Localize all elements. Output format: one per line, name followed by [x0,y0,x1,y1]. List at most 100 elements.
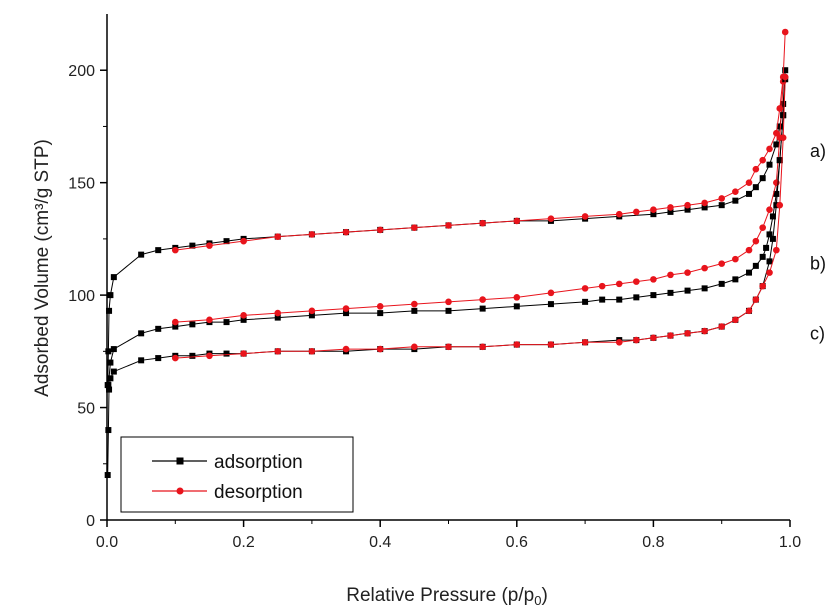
data-point [376,226,384,234]
data-point [581,213,589,220]
data-point [766,161,773,168]
x-axis-title: Relative Pressure (p/p0) [346,585,548,606]
data-point [547,289,555,297]
data-point [684,206,691,213]
data-point [781,73,789,81]
data-point [701,285,708,292]
data-point [223,350,230,357]
legend-box [120,436,354,513]
data-point [274,314,281,321]
data-point [766,206,773,213]
data-point [189,352,196,359]
x-tick-label: 0.2 [232,534,254,551]
data-point [667,204,674,211]
data-point [650,334,657,342]
legend-item-desorption: desorption [152,482,303,503]
data-point [547,215,555,222]
data-point [598,282,606,290]
data-point [752,165,760,173]
data-point [189,242,196,249]
data-point [752,184,759,191]
data-point [701,327,708,335]
data-point [745,307,753,315]
data-point [138,357,145,364]
data-point [633,336,640,344]
data-point [445,222,452,229]
data-point [718,280,725,287]
legend-marker [176,487,184,495]
data-point [746,190,753,197]
data-point [343,310,350,317]
data-point [513,303,520,310]
data-point [616,296,623,303]
plot-area [104,28,789,479]
y-tick-label: 100 [68,288,95,305]
data-point [376,345,384,353]
data-point [769,235,776,242]
data-point [773,246,780,254]
data-point [782,67,789,74]
data-point [766,145,773,153]
data-point [718,323,725,330]
data-point [752,237,760,245]
data-point [206,352,213,360]
data-point [667,289,674,296]
data-point [172,318,179,326]
data-point [513,294,521,301]
data-point [240,350,247,357]
data-point [745,179,753,186]
data-point [155,355,162,362]
legend: adsorption desorption [120,436,354,513]
data-point [110,368,117,375]
data-point [411,307,418,314]
y-tick-label: 150 [68,176,95,193]
data-point [667,271,674,279]
series-desorption [172,73,789,362]
data-point [633,278,640,285]
data-point [342,345,350,353]
data-point [342,305,350,312]
series-line [107,79,786,476]
data-point [342,228,350,236]
data-point [745,246,753,254]
data-point [773,190,780,197]
data-point [223,238,230,245]
data-point [732,276,739,283]
data-point [240,316,247,323]
legend-label: desorption [214,482,303,503]
data-point [155,325,162,332]
legend-marker [176,457,184,465]
data-point [547,341,555,348]
data-point [513,341,521,348]
data-point [732,188,739,195]
data-point [773,202,780,209]
series-line [175,31,786,251]
data-point [718,260,725,267]
data-point [376,303,384,310]
data-point [107,375,114,382]
data-point [650,206,657,213]
data-point [206,316,213,324]
data-point [776,123,783,130]
data-point [411,224,418,231]
data-point [759,224,766,231]
data-point [274,348,282,355]
data-point [479,343,486,351]
data-point [582,298,589,305]
data-point [155,247,162,254]
data-point [106,307,113,314]
data-point [773,141,780,148]
x-tick-label: 0.4 [369,534,391,551]
data-point [776,201,784,209]
legend-items: adsorption desorption [152,452,303,503]
data-point [615,210,623,218]
data-point [377,310,384,317]
data-point [110,274,117,281]
data-point [547,301,554,308]
data-point [445,307,452,314]
data-point [581,285,589,292]
curve-labels: a) b) c) [810,141,826,343]
data-point [759,253,766,260]
data-point [763,244,770,251]
series-adsorption [104,76,789,479]
